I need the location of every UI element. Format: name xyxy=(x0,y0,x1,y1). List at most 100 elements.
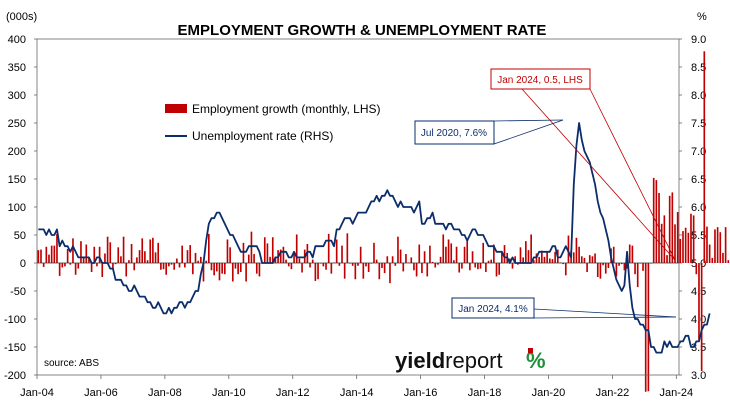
employment-bar xyxy=(503,245,506,263)
right-axis-unit: % xyxy=(697,11,707,23)
employment-bar xyxy=(647,263,650,392)
employment-bar xyxy=(525,241,527,263)
left-tick-label: -100 xyxy=(4,314,26,326)
employment-bar xyxy=(519,247,522,263)
employment-bar xyxy=(724,227,727,263)
employment-bar xyxy=(173,263,176,270)
employment-bar xyxy=(495,263,498,277)
employment-bar xyxy=(684,227,687,263)
employment-bar xyxy=(266,243,269,263)
employment-bar xyxy=(668,195,671,263)
employment-bar xyxy=(373,242,375,263)
employment-bar xyxy=(160,263,162,270)
x-tick-label: Jan-18 xyxy=(468,387,502,399)
employment-bar xyxy=(239,263,242,272)
x-tick-label: Jan-06 xyxy=(84,387,118,399)
callout-leader xyxy=(533,316,677,319)
employment-bar xyxy=(205,260,207,263)
employment-bar xyxy=(540,250,543,263)
employment-bar xyxy=(466,238,469,263)
employment-bar xyxy=(343,263,346,279)
employment-bar xyxy=(351,263,354,266)
employment-bar xyxy=(458,263,461,273)
employment-bar xyxy=(690,213,692,263)
employment-bar xyxy=(80,241,82,263)
callout-jan2024-lhs: Jan 2024, 0.5, LHS xyxy=(490,68,676,261)
employment-bar xyxy=(221,263,223,274)
employment-bar xyxy=(327,233,330,263)
employment-bar xyxy=(234,263,237,269)
employment-bar xyxy=(655,180,658,263)
employment-bar xyxy=(335,239,338,263)
employment-bar xyxy=(532,260,535,263)
employment-bar xyxy=(269,256,271,263)
callout-text: Jan 2024, 0.5, LHS xyxy=(497,75,583,86)
employment-bar xyxy=(200,256,202,263)
employment-bar xyxy=(471,251,474,263)
employment-bar xyxy=(109,242,112,263)
employment-bar xyxy=(727,260,730,263)
employment-bar xyxy=(117,247,120,263)
employment-bar xyxy=(154,252,157,263)
logo-wordmark: yieldreport xyxy=(395,348,503,373)
employment-bar xyxy=(170,263,173,265)
employment-bar xyxy=(359,246,362,263)
right-tick-label: 7.5 xyxy=(691,118,706,130)
employment-bar xyxy=(298,258,301,263)
employment-bar xyxy=(215,263,218,272)
employment-bar xyxy=(596,263,599,277)
employment-bar xyxy=(612,246,615,263)
employment-bar xyxy=(474,263,477,268)
employment-bar xyxy=(112,263,114,270)
employment-bar xyxy=(434,263,437,268)
x-tick-label: Jan-22 xyxy=(596,387,630,399)
employment-bars xyxy=(37,51,730,392)
employment-bar xyxy=(168,263,170,267)
employment-bar xyxy=(42,263,45,267)
employment-bar xyxy=(104,253,106,263)
x-tick-label: Jan-14 xyxy=(340,387,374,399)
source-note: source: ABS xyxy=(44,358,99,369)
employment-bar xyxy=(77,263,80,269)
employment-bar xyxy=(258,263,261,277)
employment-bar xyxy=(287,263,290,267)
employment-bar xyxy=(634,263,636,275)
employment-bar xyxy=(72,238,74,263)
employment-bar xyxy=(274,256,277,263)
x-tick-label: Jan-10 xyxy=(212,387,246,399)
employment-bar xyxy=(522,257,524,263)
employment-bar xyxy=(130,243,133,263)
employment-bar xyxy=(213,263,215,276)
employment-bar xyxy=(671,192,674,263)
left-tick-label: 100 xyxy=(8,202,26,214)
left-tick-label: 250 xyxy=(8,118,26,130)
employment-bar xyxy=(700,263,703,372)
employment-bar xyxy=(250,231,253,263)
employment-bar xyxy=(231,263,234,282)
employment-bar xyxy=(354,263,357,280)
x-axis-ticks: Jan-04 Jan-06 Jan-08 Jan-10 Jan-12 Jan-14 Jan-… xyxy=(20,375,693,399)
employment-bar xyxy=(381,263,383,269)
employment-bar xyxy=(490,259,493,263)
employment-bar xyxy=(48,254,50,263)
employment-bar xyxy=(426,263,429,277)
x-tick-label: Jan-04 xyxy=(20,387,54,399)
employment-bar xyxy=(644,263,647,392)
employment-bar xyxy=(311,259,314,263)
employment-bar xyxy=(152,237,154,263)
employment-bar xyxy=(580,256,583,263)
plot-frame xyxy=(36,38,680,376)
callout-jul2020: Jul 2020, 7.6% xyxy=(414,119,564,145)
employment-bar xyxy=(439,256,442,263)
employment-bar xyxy=(511,263,514,269)
x-tick-label: Jan-16 xyxy=(404,387,438,399)
unemployment-line xyxy=(38,122,711,354)
employment-bar xyxy=(338,263,341,266)
employment-bar xyxy=(346,233,349,263)
employment-bar xyxy=(362,263,365,279)
employment-bar xyxy=(447,239,450,263)
right-tick-label: 7.0 xyxy=(691,146,706,158)
employment-bar xyxy=(607,263,610,269)
employment-bar xyxy=(263,237,266,263)
